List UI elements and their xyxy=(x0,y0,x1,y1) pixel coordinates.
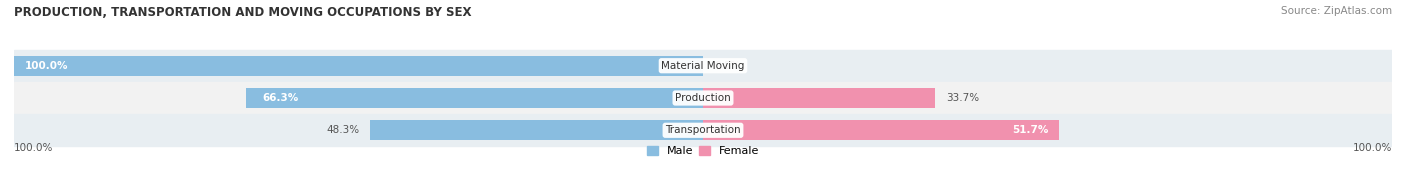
Text: Production: Production xyxy=(675,93,731,103)
Text: 100.0%: 100.0% xyxy=(14,143,53,153)
Text: 100.0%: 100.0% xyxy=(25,61,69,71)
Text: PRODUCTION, TRANSPORTATION AND MOVING OCCUPATIONS BY SEX: PRODUCTION, TRANSPORTATION AND MOVING OC… xyxy=(14,6,471,19)
Text: 51.7%: 51.7% xyxy=(1012,125,1047,135)
Bar xyxy=(703,88,935,108)
Text: 100.0%: 100.0% xyxy=(1353,143,1392,153)
Text: 33.7%: 33.7% xyxy=(946,93,980,103)
Text: Source: ZipAtlas.com: Source: ZipAtlas.com xyxy=(1281,6,1392,16)
Bar xyxy=(703,120,1059,140)
Text: 66.3%: 66.3% xyxy=(263,93,299,103)
Text: 48.3%: 48.3% xyxy=(326,125,359,135)
Bar xyxy=(14,82,1392,114)
Legend: Male, Female: Male, Female xyxy=(647,146,759,156)
Bar xyxy=(14,50,1392,82)
Text: Material Moving: Material Moving xyxy=(661,61,745,71)
Text: 0.0%: 0.0% xyxy=(714,61,741,71)
Bar xyxy=(370,120,703,140)
Text: Transportation: Transportation xyxy=(665,125,741,135)
Bar xyxy=(246,88,703,108)
Bar xyxy=(14,56,703,76)
Bar xyxy=(14,114,1392,146)
